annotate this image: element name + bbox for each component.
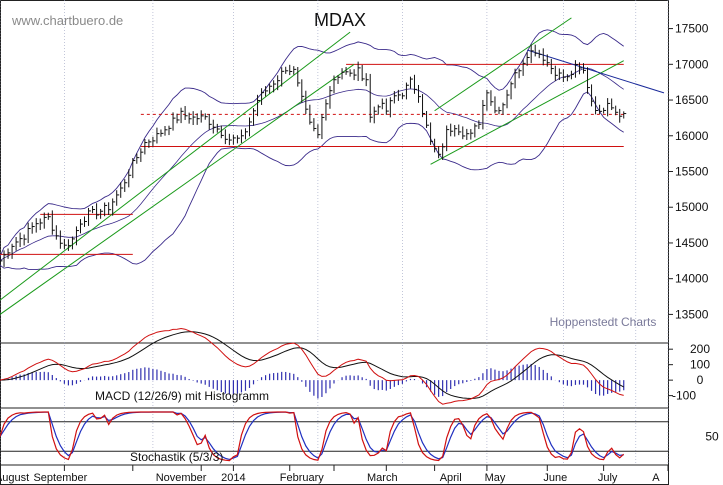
stochastic-layer (0, 411, 668, 462)
moving-average-line (0, 67, 624, 262)
y-tick-label: 14000 (675, 272, 709, 286)
trend-line (430, 60, 624, 165)
y-tick-label: 17500 (675, 22, 709, 36)
stochastic-d-line (0, 411, 624, 461)
macd-line (0, 327, 624, 405)
macd-tick-label: -100 (672, 389, 696, 403)
x-tick-label: June (543, 472, 567, 484)
macd-tick-label: 200 (690, 342, 710, 356)
y-tick-label: 15500 (675, 165, 709, 179)
x-tick-label: March (367, 472, 398, 484)
trend-line (0, 63, 355, 315)
x-tick-label: May (485, 472, 506, 484)
x-tick-label: February (280, 472, 325, 484)
macd-label: MACD (12/26/9) mit Histogramm (95, 389, 269, 403)
trend-line (527, 49, 665, 94)
x-tick-label: July (598, 472, 618, 484)
y-tick-label: 17000 (675, 57, 709, 71)
stochastic-tick-label: 50 (705, 430, 719, 444)
x-tick-label: A (652, 472, 660, 484)
macd-tick-label: 0 (697, 373, 704, 387)
y-tick-label: 15000 (675, 200, 709, 214)
macd-layer (0, 327, 625, 405)
y-tick-label: 13500 (675, 307, 709, 321)
watermark-text: www.chartbuero.de (11, 13, 123, 28)
chart-title: MDAX (314, 10, 366, 30)
macd-tick-label: 100 (690, 358, 710, 372)
x-tick-label: November (156, 472, 207, 484)
x-tick-label: April (440, 472, 462, 484)
y-tick-label: 16500 (675, 93, 709, 107)
macd-signal-line (0, 331, 624, 400)
stochastic-label: Stochastik (5/3/3) (130, 450, 223, 464)
trend-line (0, 31, 351, 301)
y-tick-label: 14500 (675, 236, 709, 250)
bollinger-upper-line (0, 29, 624, 257)
y-tick-label: 16000 (675, 129, 709, 143)
bollinger-lower-line (0, 91, 624, 271)
trend-line (434, 17, 572, 112)
x-tick-label: 2014 (221, 472, 245, 484)
x-tick-label: September (33, 472, 87, 484)
price-layer (0, 17, 665, 315)
credit-text: Hoppenstedt Charts (550, 315, 657, 329)
stochastic-k-line (0, 411, 625, 462)
x-tick-label: August (0, 472, 29, 484)
